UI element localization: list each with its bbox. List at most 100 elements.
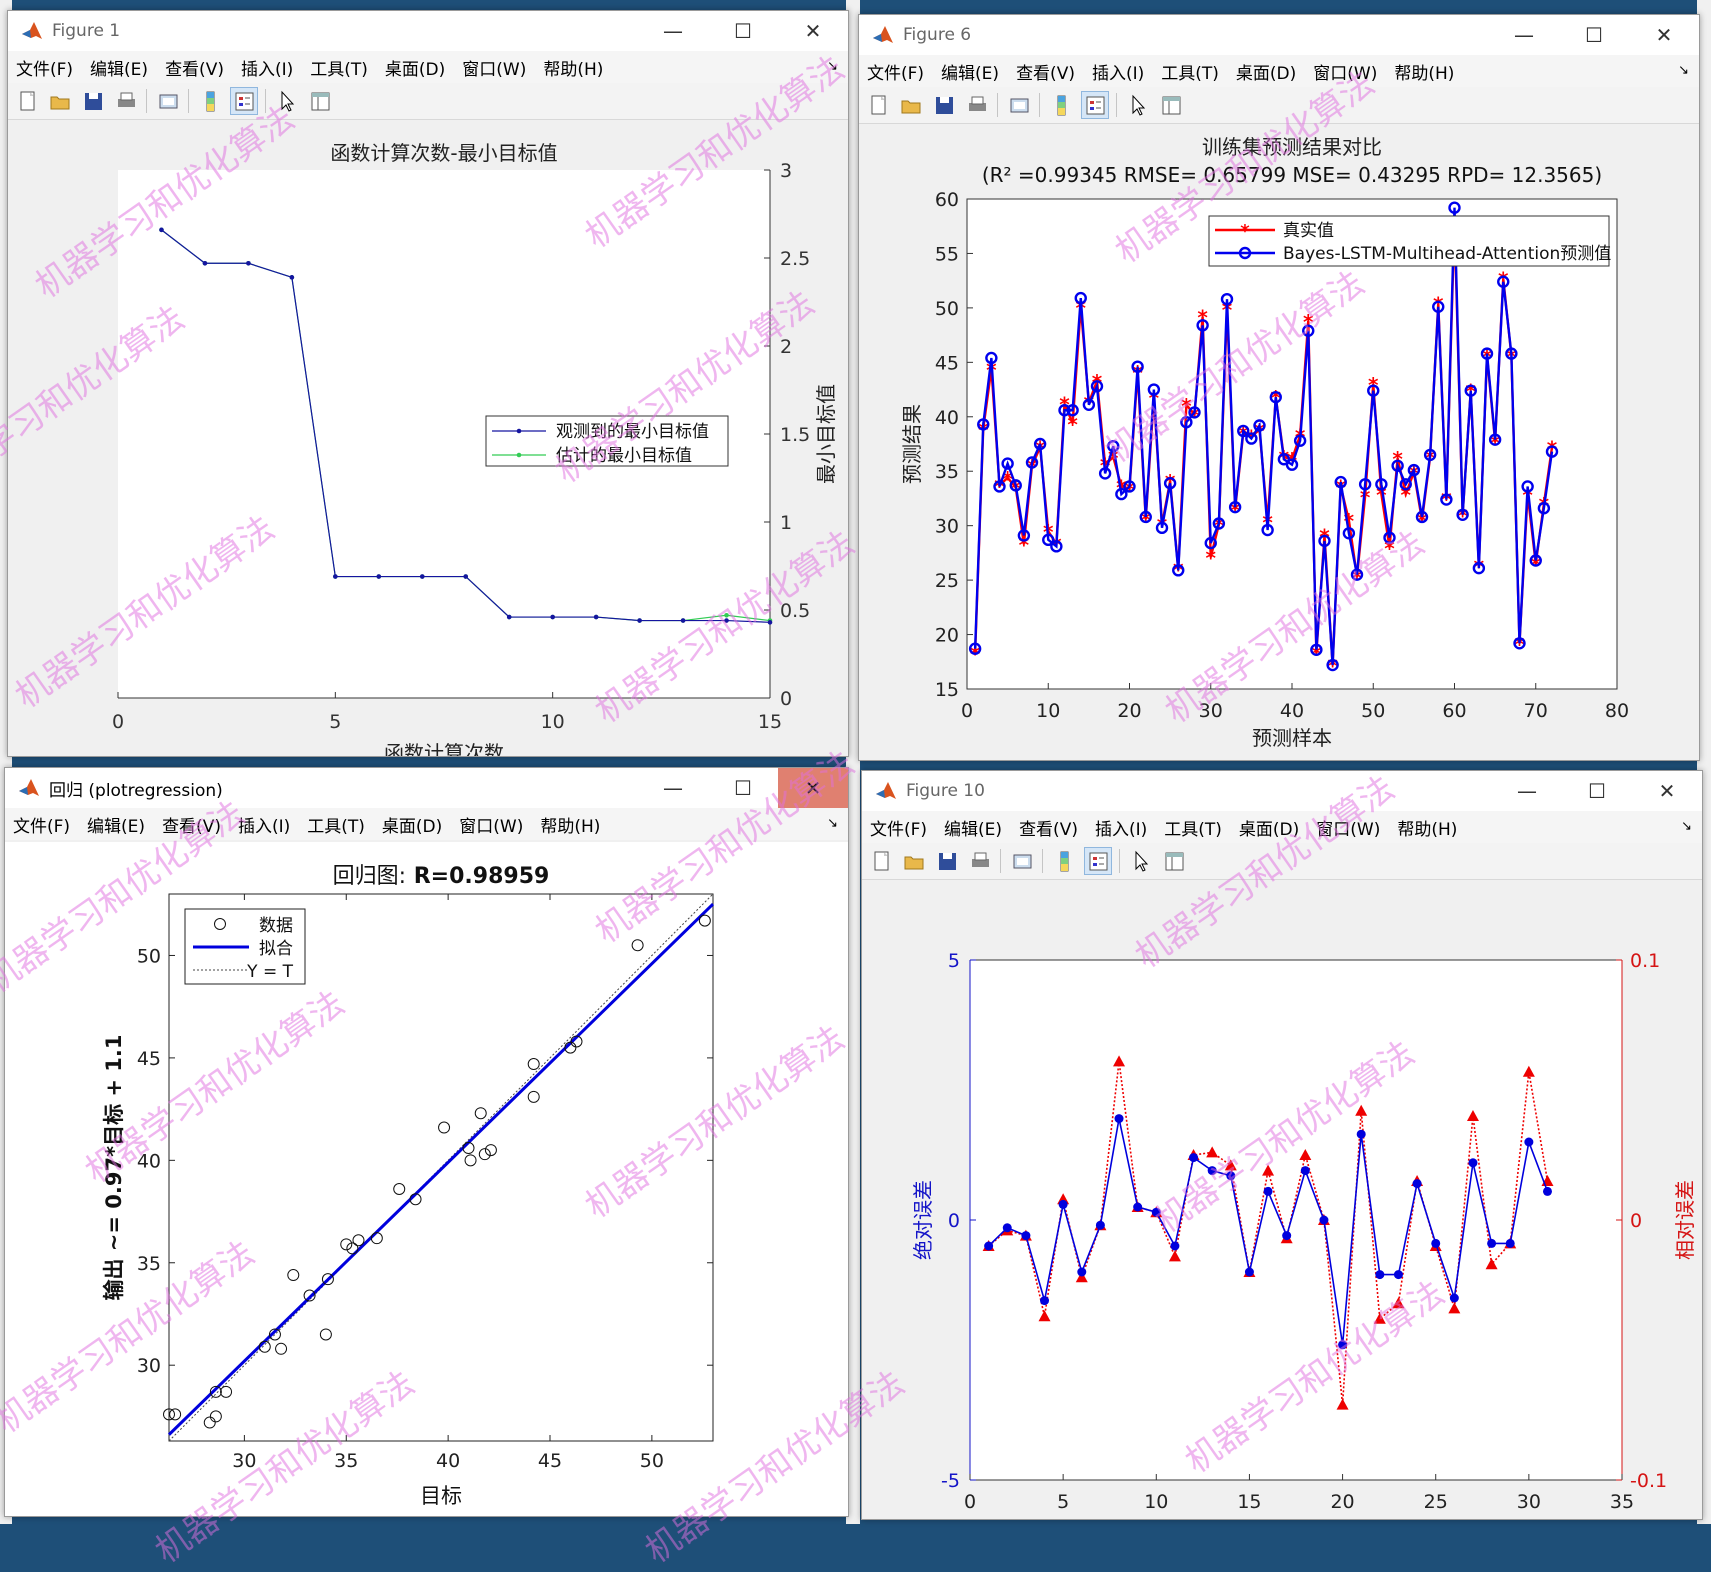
dock-arrow-icon[interactable]: ↘ xyxy=(1681,819,1692,834)
data-point xyxy=(1147,383,1161,396)
menu-item[interactable]: 插入(I) xyxy=(237,816,291,837)
save-icon[interactable] xyxy=(934,848,960,874)
figure-10-window[interactable]: Figure 10 — ☐ ✕ 文件(F) 编辑(E) 查看(V) 插入(I) 工具(T… xyxy=(861,770,1703,1520)
menu-item[interactable]: 桌面(D) xyxy=(384,59,446,80)
menu-item[interactable]: 桌面(D) xyxy=(1235,63,1297,84)
save-icon[interactable] xyxy=(931,92,957,118)
menu-item[interactable]: 编辑(E) xyxy=(941,63,1000,84)
legend-icon[interactable] xyxy=(230,87,258,115)
open-file-icon[interactable] xyxy=(47,88,73,114)
menu-item[interactable]: 编辑(E) xyxy=(87,816,146,837)
menu-item[interactable]: 帮助(H) xyxy=(1394,63,1455,84)
dock-arrow-icon[interactable]: ↘ xyxy=(827,59,838,74)
menu-item[interactable]: 窗口(W) xyxy=(1316,819,1381,840)
menu-item[interactable]: 文件(F) xyxy=(870,819,928,840)
menu-item[interactable]: 查看(V) xyxy=(165,59,224,80)
link-plot-icon[interactable] xyxy=(1009,848,1035,874)
data-point: * xyxy=(1067,412,1078,436)
minimize-button[interactable]: — xyxy=(663,776,683,800)
data-point xyxy=(1505,347,1518,360)
property-editor-icon[interactable] xyxy=(1161,848,1187,874)
menu-item[interactable]: 查看(V) xyxy=(162,816,221,837)
menu-item[interactable]: 桌面(D) xyxy=(381,816,443,837)
menu-item[interactable]: 查看(V) xyxy=(1016,63,1075,84)
pointer-icon[interactable] xyxy=(1125,92,1151,118)
open-file-icon[interactable] xyxy=(901,848,927,874)
legend-icon[interactable] xyxy=(1084,847,1112,875)
regression-window[interactable]: 回归 (plotregression) — ☐ ✕ 文件(F) 编辑(E) 查看(V… xyxy=(4,767,849,1517)
open-file-icon[interactable] xyxy=(898,92,924,118)
close-button[interactable]: ✕ xyxy=(1655,23,1673,47)
menu-item[interactable]: 工具(T) xyxy=(310,59,368,80)
new-figure-icon[interactable] xyxy=(865,92,891,118)
menu-item[interactable]: 桌面(D) xyxy=(1238,819,1300,840)
title-bar[interactable]: Figure 1 xyxy=(8,11,848,51)
menu-item[interactable]: 帮助(H) xyxy=(1397,819,1458,840)
data-point xyxy=(1133,1202,1143,1212)
maximize-button[interactable]: ☐ xyxy=(734,19,752,43)
menu-item[interactable]: 文件(F) xyxy=(867,63,925,84)
data-point xyxy=(1480,347,1494,360)
data-point xyxy=(1002,1223,1012,1233)
data-point xyxy=(169,1408,182,1421)
legend-icon[interactable] xyxy=(1081,91,1109,119)
title-bar[interactable]: Figure 10 xyxy=(862,771,1702,811)
menu-item[interactable]: 插入(I) xyxy=(1094,819,1148,840)
menu-item[interactable]: 文件(F) xyxy=(16,59,74,80)
minimize-button[interactable]: — xyxy=(1514,23,1534,47)
data-point xyxy=(631,939,644,952)
menu-item[interactable]: 插入(I) xyxy=(240,59,294,80)
minimize-button[interactable]: — xyxy=(1517,779,1537,803)
new-figure-icon[interactable] xyxy=(14,88,40,114)
menu-item[interactable]: 编辑(E) xyxy=(90,59,149,80)
menu-item[interactable]: 插入(I) xyxy=(1091,63,1145,84)
data-point xyxy=(1545,445,1559,458)
menu-item[interactable]: 文件(F) xyxy=(13,816,71,837)
colorbar-icon[interactable] xyxy=(197,88,223,114)
menu-item[interactable]: 窗口(W) xyxy=(462,59,527,80)
colorbar-icon[interactable] xyxy=(1051,848,1077,874)
maximize-button[interactable]: ☐ xyxy=(1588,779,1606,803)
figure-1-window[interactable]: Figure 1 — ☐ ✕ 文件(F) 编辑(E) 查看(V) 插入(I) 工具(T)… xyxy=(7,10,849,757)
pointer-icon[interactable] xyxy=(1128,848,1154,874)
menu-item[interactable]: 编辑(E) xyxy=(944,819,1003,840)
link-plot-icon[interactable] xyxy=(155,88,181,114)
data-point xyxy=(1058,1199,1068,1209)
legend-label: 真实值 xyxy=(1283,221,1334,241)
data-point xyxy=(1407,463,1421,477)
close-button[interactable]: ✕ xyxy=(778,768,848,808)
dock-arrow-icon[interactable]: ↘ xyxy=(827,816,838,831)
menu-item[interactable]: 工具(T) xyxy=(307,816,365,837)
title-bar[interactable]: Figure 6 xyxy=(859,15,1699,55)
link-plot-icon[interactable] xyxy=(1006,92,1032,118)
menu-item[interactable]: 帮助(H) xyxy=(540,816,601,837)
title-bar[interactable]: 回归 (plotregression) xyxy=(5,768,848,808)
close-button[interactable]: ✕ xyxy=(804,19,822,43)
property-editor-icon[interactable] xyxy=(1158,92,1184,118)
dock-arrow-icon[interactable]: ↘ xyxy=(1678,63,1689,78)
menu-bar: 文件(F) 编辑(E) 查看(V) 插入(I) 工具(T) 桌面(D) 窗口(W) 帮助(H)… xyxy=(859,55,1699,87)
maximize-button[interactable]: ☐ xyxy=(734,776,752,800)
x-tick-label: 40 xyxy=(436,1450,460,1472)
print-icon[interactable] xyxy=(964,92,990,118)
maximize-button[interactable]: ☐ xyxy=(1585,23,1603,47)
menu-item[interactable]: 工具(T) xyxy=(1161,63,1219,84)
data-point: * xyxy=(1303,310,1314,334)
property-editor-icon[interactable] xyxy=(307,88,333,114)
data-point xyxy=(1342,527,1356,540)
pointer-icon[interactable] xyxy=(274,88,300,114)
menu-item[interactable]: 查看(V) xyxy=(1019,819,1078,840)
save-icon[interactable] xyxy=(80,88,106,114)
figure-6-window[interactable]: Figure 6 — ☐ ✕ 文件(F) 编辑(E) 查看(V) 插入(I) 工具(T)… xyxy=(858,14,1700,761)
colorbar-icon[interactable] xyxy=(1048,92,1074,118)
close-button[interactable]: ✕ xyxy=(1658,779,1676,803)
print-icon[interactable] xyxy=(967,848,993,874)
menu-item[interactable]: 窗口(W) xyxy=(1313,63,1378,84)
print-icon[interactable] xyxy=(113,88,139,114)
data-point xyxy=(1432,300,1445,314)
menu-item[interactable]: 工具(T) xyxy=(1164,819,1222,840)
menu-item[interactable]: 帮助(H) xyxy=(543,59,604,80)
new-figure-icon[interactable] xyxy=(868,848,894,874)
menu-item[interactable]: 窗口(W) xyxy=(459,816,524,837)
minimize-button[interactable]: — xyxy=(663,19,683,43)
